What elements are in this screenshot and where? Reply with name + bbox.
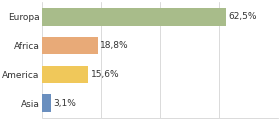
Bar: [42, 94, 51, 112]
Text: 62,5%: 62,5%: [229, 12, 257, 21]
Text: 15,6%: 15,6%: [90, 70, 119, 79]
Bar: [42, 37, 98, 54]
Bar: [42, 8, 226, 26]
Text: 18,8%: 18,8%: [100, 41, 129, 50]
Text: 3,1%: 3,1%: [54, 99, 77, 108]
Bar: [42, 66, 88, 83]
